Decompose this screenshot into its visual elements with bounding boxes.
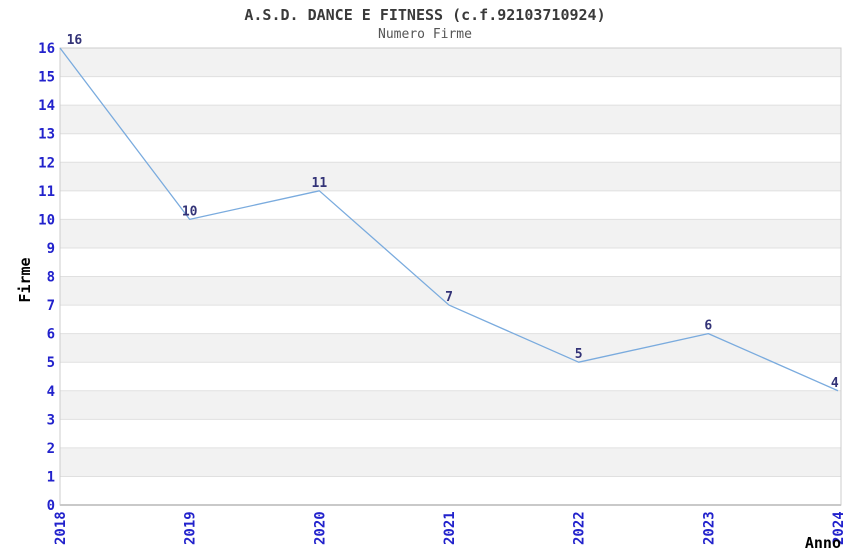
- point-label: 7: [445, 290, 453, 305]
- x-tick-label: 2021: [442, 511, 458, 545]
- x-tick-label: 2018: [53, 511, 69, 545]
- series-line: [59, 47, 839, 392]
- y-tick-label: 8: [47, 270, 55, 286]
- band: [60, 48, 841, 77]
- point-labels: 16 10 11 7 5 6 4: [67, 33, 839, 391]
- band: [60, 333, 841, 363]
- y-tick-label: 6: [47, 327, 55, 343]
- y-tick-label: 11: [38, 184, 55, 200]
- point-label: 4: [831, 376, 839, 391]
- band: [60, 105, 841, 134]
- x-tick-label: 2022: [572, 511, 588, 545]
- y-tick-label: 2: [47, 441, 55, 457]
- band: [60, 162, 841, 191]
- x-axis-title: Anno: [805, 534, 841, 550]
- chart-title: A.S.D. DANCE E FITNESS (c.f.92103710924): [244, 6, 606, 24]
- y-tick-label: 0: [47, 498, 55, 514]
- band: [60, 219, 841, 248]
- y-tick-label: 12: [38, 155, 55, 171]
- y-tick-label: 1: [47, 469, 55, 485]
- point-label: 16: [67, 33, 83, 48]
- band: [60, 390, 841, 420]
- x-tick-label: 2019: [183, 511, 199, 545]
- y-axis-title: Firme: [16, 257, 34, 302]
- background-bands: [60, 48, 841, 477]
- x-tick-label: 2023: [701, 511, 717, 545]
- point-label: 11: [312, 176, 328, 191]
- y-tick-label: 16: [38, 41, 55, 57]
- band: [60, 276, 841, 306]
- x-tick-labels: 2018 2019 2020 2021 2022 2023 2024: [53, 511, 847, 545]
- x-tick-label: 2020: [312, 511, 328, 545]
- point-label: 5: [575, 347, 583, 362]
- point-label: 10: [182, 204, 198, 219]
- point-label: 6: [704, 319, 712, 334]
- y-tick-label: 4: [47, 384, 55, 400]
- y-tick-label: 7: [47, 298, 55, 314]
- band: [60, 447, 841, 477]
- y-tick-label: 3: [47, 412, 55, 428]
- y-tick-label: 13: [38, 127, 55, 143]
- chart-subtitle: Numero Firme: [378, 27, 472, 42]
- y-tick-label: 15: [38, 70, 55, 86]
- y-tick-label: 14: [38, 98, 55, 114]
- y-tick-label: 5: [47, 355, 55, 371]
- x-tick-label: 2024: [831, 511, 847, 545]
- y-tick-label: 10: [38, 212, 55, 228]
- y-tick-label: 9: [47, 241, 55, 257]
